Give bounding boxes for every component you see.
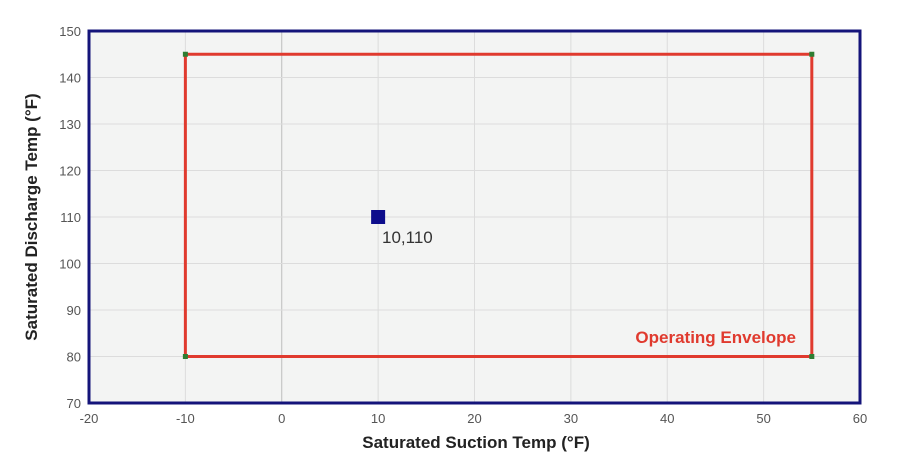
y-tick-label: 80: [67, 350, 81, 365]
x-tick-label: -10: [176, 411, 195, 426]
x-tick-label: 0: [278, 411, 285, 426]
y-tick-label: 130: [59, 117, 81, 132]
envelope-label: Operating Envelope: [635, 328, 796, 347]
y-tick-label: 90: [67, 303, 81, 318]
y-tick-label: 70: [67, 396, 81, 411]
x-axis-title: Saturated Suction Temp (°F): [362, 433, 590, 452]
operating-point-marker: [371, 210, 386, 224]
envelope-vertex: [182, 51, 188, 57]
y-tick-label: 110: [60, 210, 81, 225]
plot-frame: [87, 29, 862, 405]
y-tick-label: 100: [59, 257, 81, 272]
x-tick-label: 50: [756, 411, 770, 426]
point-label: 10,110: [382, 228, 433, 247]
x-tick-label: 40: [660, 411, 674, 426]
x-tick-label: 60: [853, 411, 867, 426]
x-tick-label: -20: [80, 411, 99, 426]
y-tick-label: 140: [59, 71, 81, 86]
envelope-vertex: [809, 51, 815, 57]
envelope-layer: [182, 51, 815, 359]
envelope-vertex: [182, 354, 188, 359]
y-tick-label: 150: [59, 24, 81, 39]
x-tick-label: 30: [564, 411, 578, 426]
y-tick-label: 120: [59, 164, 81, 179]
y-axis-title: Saturated Discharge Temp (°F): [22, 93, 41, 340]
x-tick-label: 20: [467, 411, 481, 426]
envelope-vertex: [809, 354, 815, 359]
x-tick-labels: -20 -10 0 10 20 30 40 50 60: [80, 411, 868, 426]
point-layer: [371, 210, 386, 224]
x-tick-label: 10: [371, 411, 385, 426]
y-tick-labels: 70 80 90 100 110 120 130 140 150: [59, 24, 81, 411]
